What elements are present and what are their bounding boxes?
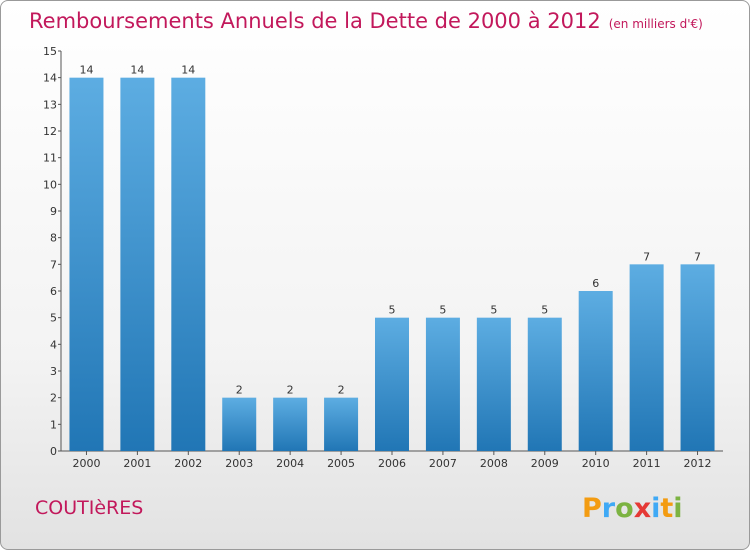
x-tick-label: 2012 (684, 457, 712, 470)
bar-data-label: 5 (389, 304, 396, 317)
bar-data-label: 14 (79, 64, 93, 77)
bar-data-label: 5 (541, 304, 548, 317)
bar (375, 317, 409, 451)
bar-data-label: 2 (236, 384, 243, 397)
bar-data-label: 14 (130, 64, 144, 77)
x-tick-label: 2002 (174, 457, 202, 470)
x-tick-label: 2004 (276, 457, 304, 470)
proxiti-logo: Proxiti (582, 493, 683, 524)
x-tick-label: 2007 (429, 457, 457, 470)
bar (680, 264, 715, 451)
bar (425, 317, 460, 451)
y-tick-label: 7 (50, 258, 57, 271)
bar (222, 397, 257, 451)
bar (120, 77, 155, 452)
bar (69, 77, 104, 452)
bar-data-label: 5 (490, 304, 497, 317)
bar-data-label: 2 (287, 384, 294, 397)
chart-subtitle: (en milliers d'€) (608, 17, 703, 31)
logo-letter: P (582, 493, 602, 524)
commune-name: COUTIèRES (35, 497, 144, 519)
logo-letter: r (602, 493, 616, 524)
bar-data-label: 7 (694, 250, 701, 263)
chart-title-text: Remboursements Annuels de la Dette de 20… (29, 9, 601, 33)
logo-letter: o (615, 493, 634, 524)
bar-data-label: 5 (439, 304, 446, 317)
bar (629, 264, 664, 451)
bar (273, 397, 308, 451)
y-tick-label: 9 (50, 205, 57, 218)
chart-title: Remboursements Annuels de la Dette de 20… (29, 9, 703, 33)
bar-data-label: 14 (181, 64, 195, 77)
y-tick-label: 11 (43, 152, 57, 165)
y-tick-label: 10 (43, 178, 57, 191)
chart-bars (69, 77, 715, 452)
y-tick-label: 8 (50, 232, 57, 245)
svg-text:Proxiti: Proxiti (582, 493, 683, 524)
logo-letter: t (660, 493, 673, 524)
bar-data-label: 2 (338, 384, 345, 397)
chart-labels: 2000 14 2001 14 2002 14 2003 2 2004 2 2005 2 2006 5 20… (72, 64, 711, 470)
x-tick-label: 2006 (378, 457, 406, 470)
x-tick-label: 2011 (633, 457, 661, 470)
bar (324, 397, 359, 451)
y-tick-label: 12 (43, 125, 57, 138)
bar-data-label: 7 (643, 250, 650, 263)
y-tick-label: 5 (50, 312, 57, 325)
logo-letter: i (651, 493, 660, 524)
y-tick-label: 1 (50, 418, 57, 431)
logo-letter: i (673, 493, 682, 524)
y-tick-label: 2 (50, 392, 57, 405)
bar (527, 317, 562, 451)
x-tick-label: 2003 (225, 457, 253, 470)
y-tick-label: 6 (50, 285, 57, 298)
logo-letter: x (634, 493, 651, 524)
x-tick-label: 2008 (480, 457, 508, 470)
y-tick-label: 13 (43, 98, 57, 111)
y-tick-label: 14 (43, 72, 57, 85)
x-tick-label: 2010 (582, 457, 610, 470)
x-tick-label: 2005 (327, 457, 355, 470)
bar (476, 317, 511, 451)
x-tick-label: 2000 (72, 457, 100, 470)
x-tick-label: 2001 (123, 457, 151, 470)
bar-data-label: 6 (592, 277, 599, 290)
y-tick-label: 4 (50, 338, 57, 351)
y-tick-label: 15 (43, 45, 57, 58)
bar (171, 77, 206, 452)
bar (578, 291, 613, 451)
y-tick-label: 0 (50, 445, 57, 458)
y-tick-label: 3 (50, 365, 57, 378)
x-tick-label: 2009 (531, 457, 559, 470)
